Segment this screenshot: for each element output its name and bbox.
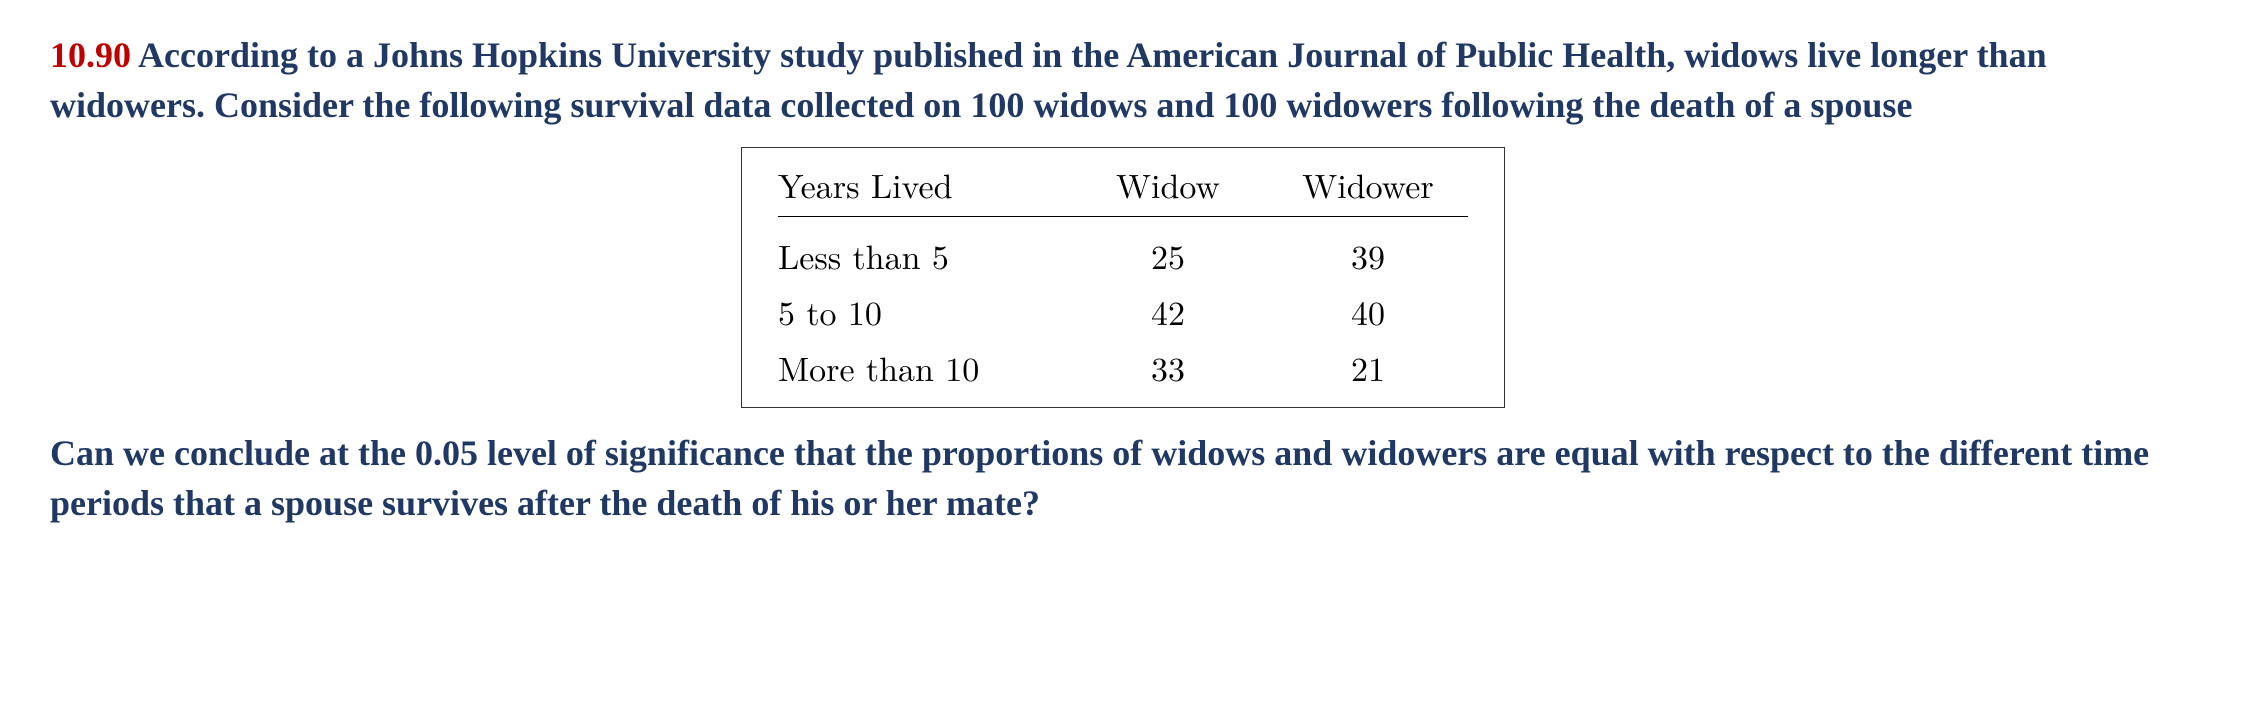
row-widower-value: 39	[1268, 231, 1468, 279]
survival-data-table: Years Lived Widow Widower Less than 5 25…	[741, 147, 1505, 408]
table-row: More than 10 33 21	[778, 339, 1468, 395]
table-header-row: Years Lived Widow Widower	[778, 160, 1468, 217]
row-widower-value: 21	[1268, 343, 1468, 391]
row-label: Less than 5	[778, 231, 1068, 279]
header-widow: Widow	[1068, 160, 1268, 208]
row-widow-value: 42	[1068, 287, 1268, 335]
problem-number: 10.90	[50, 35, 131, 75]
table-row: Less than 5 25 39	[778, 227, 1468, 283]
row-label: More than 10	[778, 343, 1068, 391]
row-label: 5 to 10	[778, 287, 1068, 335]
problem-statement: 10.90 According to a Johns Hopkins Unive…	[50, 30, 2196, 131]
table-row: 5 to 10 42 40	[778, 283, 1468, 339]
problem-question: Can we conclude at the 0.05 level of sig…	[50, 428, 2196, 529]
row-widower-value: 40	[1268, 287, 1468, 335]
header-years-lived: Years Lived	[778, 160, 1068, 208]
data-table-container: Years Lived Widow Widower Less than 5 25…	[50, 147, 2196, 408]
row-widow-value: 25	[1068, 231, 1268, 279]
problem-intro: According to a Johns Hopkins University …	[50, 35, 2047, 125]
row-widow-value: 33	[1068, 343, 1268, 391]
header-widower: Widower	[1268, 160, 1468, 208]
